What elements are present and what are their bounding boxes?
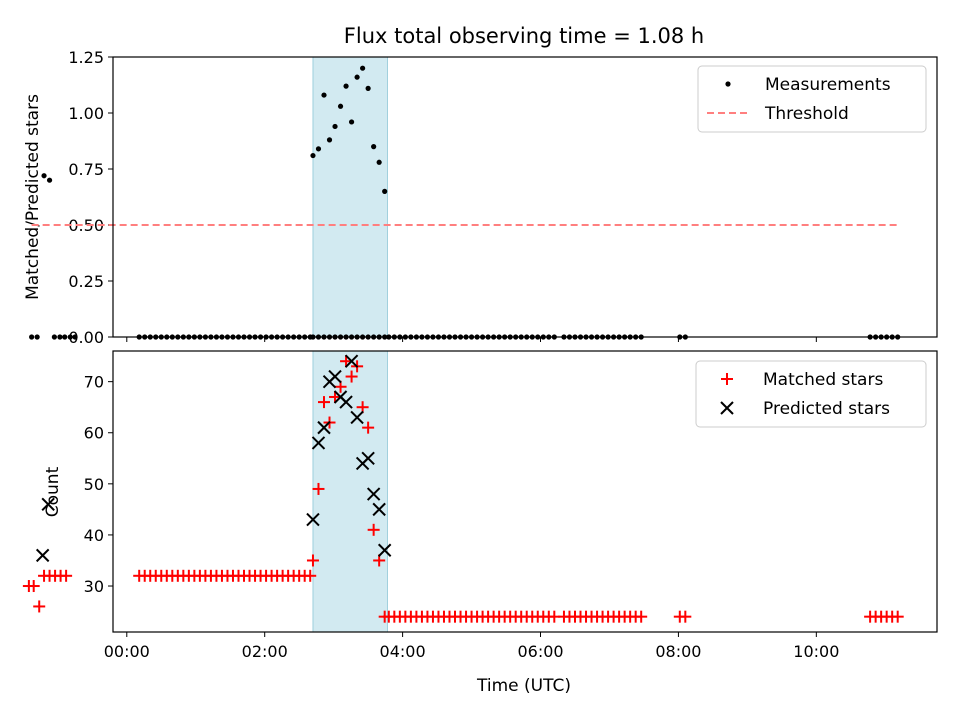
measurement-point <box>382 188 388 194</box>
predicted-star-point <box>328 369 342 384</box>
predicted-star-point <box>344 354 359 368</box>
predicted-star-point <box>41 497 55 511</box>
matched-star-point <box>317 396 330 409</box>
measurement-point <box>343 83 349 89</box>
legend-predicted-label: Predicted stars <box>763 399 890 419</box>
top-y-tick-label: 1.00 <box>68 104 104 123</box>
bottom-x-tick-label: 00:00 <box>104 642 150 661</box>
predicted-star-point <box>339 395 353 409</box>
measurement-point <box>67 334 73 340</box>
bottom-y-tick-label: 30 <box>84 577 104 596</box>
measurement-point <box>365 85 371 91</box>
measurement-point <box>310 152 316 159</box>
bottom-axis-ticks: 30 40 50 60 70 00:00 02:00 04:00 06:00 08:00 10:00 <box>84 373 840 661</box>
measurement-point <box>51 334 57 340</box>
bottom-y-tick-label: 70 <box>84 373 104 392</box>
measurement-point <box>62 334 68 340</box>
top-panel: Flux total observing time = 1.08 h Match… <box>23 24 938 347</box>
legend-threshold-label: Threshold <box>764 104 849 124</box>
matched-star-point <box>635 610 648 623</box>
legend-measurements-label: Measurements <box>765 75 891 95</box>
measurement-point <box>34 334 40 340</box>
bottom-x-tick-label: 06:00 <box>517 642 563 661</box>
bottom-data-marks <box>22 354 904 623</box>
bottom-x-tick-label: 08:00 <box>655 642 701 661</box>
bottom-legend-box <box>695 360 927 428</box>
top-band-rect <box>312 56 388 338</box>
top-y-tick-label: 1.25 <box>68 48 104 67</box>
bottom-x-tick-label: 04:00 <box>380 642 426 661</box>
top-legend: Measurements Threshold <box>697 65 927 133</box>
bottom-x-tick-label: 10:00 <box>793 642 839 661</box>
legend-matched-marker <box>721 373 733 385</box>
top-plot-frame <box>112 56 938 338</box>
bottom-y-tick-label: 50 <box>84 475 104 494</box>
top-y-tick-label: 0.75 <box>68 160 104 179</box>
measurement-point <box>72 334 78 340</box>
predicted-star-point <box>361 451 375 465</box>
bottom-y-tick-label: 60 <box>84 424 104 443</box>
matched-star-point <box>345 370 358 383</box>
chart-title: Flux total observing time = 1.08 h <box>344 24 704 48</box>
measurement-point <box>376 159 382 165</box>
top-y-tick-label: 0.50 <box>68 216 104 235</box>
matched-star-point <box>891 610 904 623</box>
x-axis-label: Time (UTC) <box>476 676 571 696</box>
legend-measurements-marker <box>725 81 731 87</box>
top-y-tick-label: 0.00 <box>68 328 104 347</box>
measurement-point <box>354 74 360 80</box>
top-axis-ticks: 0.00 0.25 0.50 0.75 1.00 1.25 <box>68 48 817 347</box>
bottom-legend: Matched stars Predicted stars <box>695 360 927 428</box>
measurement-point <box>57 334 63 340</box>
measurement-point <box>337 103 344 109</box>
measurement-point <box>41 173 47 179</box>
matched-star-point <box>27 580 40 593</box>
predicted-star-point <box>372 502 386 517</box>
legend-matched-label: Matched stars <box>763 370 883 390</box>
matched-star-point <box>329 390 342 403</box>
predicted-star-point <box>311 436 326 450</box>
bottom-y-tick-label: 40 <box>84 526 104 545</box>
measurement-point <box>360 65 366 71</box>
predicted-star-point <box>35 548 50 563</box>
bottom-series <box>35 354 392 563</box>
measurement-point <box>332 123 338 130</box>
predicted-star-point <box>317 420 331 435</box>
matched-star-point <box>340 355 353 368</box>
matched-star-point <box>60 569 73 582</box>
measurement-point <box>371 144 377 150</box>
measurement-point <box>326 137 333 143</box>
predicted-star-point <box>350 410 364 425</box>
top-highlight-band <box>312 56 388 338</box>
matched-star-point <box>362 421 375 434</box>
measurement-point <box>348 119 355 125</box>
legend-predicted-marker <box>720 401 734 415</box>
matched-star-point <box>312 482 325 495</box>
top-legend-box <box>697 65 927 133</box>
predicted-star-point <box>377 543 392 557</box>
matched-star-point <box>306 554 319 567</box>
measurement-point <box>29 334 35 340</box>
measurement-point <box>321 92 327 98</box>
measurement-point <box>315 146 322 152</box>
predicted-star-point <box>366 487 381 501</box>
bottom-plot-frame <box>112 350 938 633</box>
top-y-axis-label: Matched/Predicted stars <box>23 94 43 300</box>
matched-star-point <box>367 523 380 536</box>
top-y-tick-label: 0.25 <box>68 272 104 291</box>
predicted-star-point <box>306 512 320 527</box>
matched-star-point <box>33 600 46 613</box>
measurement-point <box>46 177 53 183</box>
matched-star-point <box>679 610 692 623</box>
matched-star-point <box>304 569 317 582</box>
bottom-x-tick-label: 02:00 <box>242 642 288 661</box>
